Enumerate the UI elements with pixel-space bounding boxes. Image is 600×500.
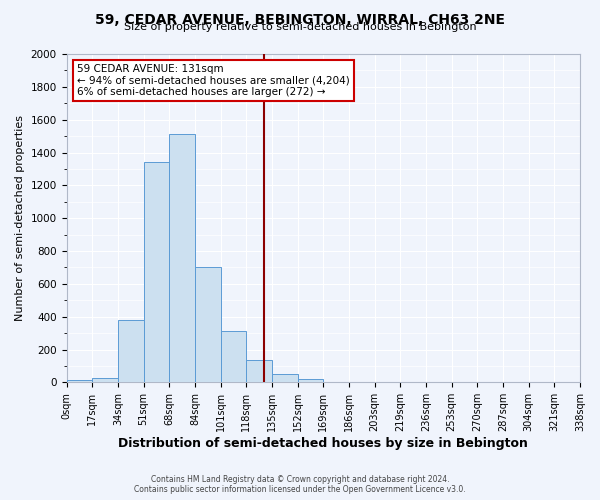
Y-axis label: Number of semi-detached properties: Number of semi-detached properties xyxy=(15,115,25,321)
Text: 59, CEDAR AVENUE, BEBINGTON, WIRRAL, CH63 2NE: 59, CEDAR AVENUE, BEBINGTON, WIRRAL, CH6… xyxy=(95,12,505,26)
Bar xyxy=(67,380,92,382)
Bar xyxy=(169,134,195,382)
Bar xyxy=(92,378,118,382)
Text: Contains HM Land Registry data © Crown copyright and database right 2024.
Contai: Contains HM Land Registry data © Crown c… xyxy=(134,474,466,494)
Text: 59 CEDAR AVENUE: 131sqm
← 94% of semi-detached houses are smaller (4,204)
6% of : 59 CEDAR AVENUE: 131sqm ← 94% of semi-de… xyxy=(77,64,350,97)
Bar xyxy=(272,374,298,382)
Bar xyxy=(221,332,246,382)
X-axis label: Distribution of semi-detached houses by size in Bebington: Distribution of semi-detached houses by … xyxy=(118,437,528,450)
Bar xyxy=(298,379,323,382)
Text: Size of property relative to semi-detached houses in Bebington: Size of property relative to semi-detach… xyxy=(124,22,476,32)
Bar xyxy=(143,162,169,382)
Bar xyxy=(118,320,143,382)
Bar xyxy=(195,268,221,382)
Bar xyxy=(246,360,272,382)
